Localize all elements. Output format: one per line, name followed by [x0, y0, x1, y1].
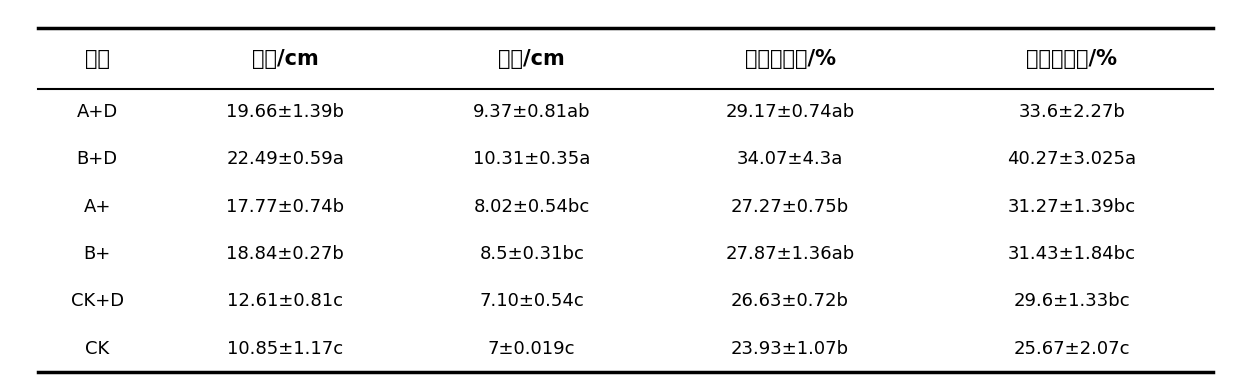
Text: 40.27±3.025a: 40.27±3.025a	[1007, 151, 1136, 168]
Text: 处理: 处理	[84, 49, 110, 68]
Text: 茎高/cm: 茎高/cm	[252, 49, 318, 68]
Text: 31.43±1.84bc: 31.43±1.84bc	[1009, 245, 1136, 263]
Text: A+: A+	[83, 198, 110, 216]
Text: 34.07±4.3a: 34.07±4.3a	[737, 151, 844, 168]
Text: 29.6±1.33bc: 29.6±1.33bc	[1014, 292, 1130, 310]
Text: 31.27±1.39bc: 31.27±1.39bc	[1007, 198, 1136, 216]
Text: B+: B+	[83, 245, 110, 263]
Text: B+D: B+D	[77, 151, 118, 168]
Text: CK: CK	[85, 340, 109, 357]
Text: 29.17±0.74ab: 29.17±0.74ab	[726, 103, 855, 121]
Text: 27.87±1.36ab: 27.87±1.36ab	[726, 245, 855, 263]
Text: 9.37±0.81ab: 9.37±0.81ab	[473, 103, 591, 121]
Text: 7±0.019c: 7±0.019c	[488, 340, 575, 357]
Text: 根长/cm: 根长/cm	[498, 49, 565, 68]
Text: 7.10±0.54c: 7.10±0.54c	[479, 292, 584, 310]
Text: 27.27±0.75b: 27.27±0.75b	[731, 198, 849, 216]
Text: 8.02±0.54bc: 8.02±0.54bc	[473, 198, 590, 216]
Text: 茎干鲜重比/%: 茎干鲜重比/%	[745, 49, 835, 68]
Text: 33.6±2.27b: 33.6±2.27b	[1018, 103, 1125, 121]
Text: 根干鲜重比/%: 根干鲜重比/%	[1026, 49, 1118, 68]
Text: 8.5±0.31bc: 8.5±0.31bc	[479, 245, 584, 263]
Text: 26.63±0.72b: 26.63±0.72b	[731, 292, 849, 310]
Text: 10.85±1.17c: 10.85±1.17c	[227, 340, 343, 357]
Text: 25.67±2.07c: 25.67±2.07c	[1014, 340, 1130, 357]
Text: A+D: A+D	[77, 103, 118, 121]
Text: 10.31±0.35a: 10.31±0.35a	[473, 151, 591, 168]
Text: 23.93±1.07b: 23.93±1.07b	[731, 340, 849, 357]
Text: 17.77±0.74b: 17.77±0.74b	[225, 198, 344, 216]
Text: 12.61±0.81c: 12.61±0.81c	[227, 292, 343, 310]
Text: CK+D: CK+D	[71, 292, 124, 310]
Text: 19.66±1.39b: 19.66±1.39b	[225, 103, 344, 121]
Text: 22.49±0.59a: 22.49±0.59a	[227, 151, 344, 168]
Text: 18.84±0.27b: 18.84±0.27b	[227, 245, 344, 263]
